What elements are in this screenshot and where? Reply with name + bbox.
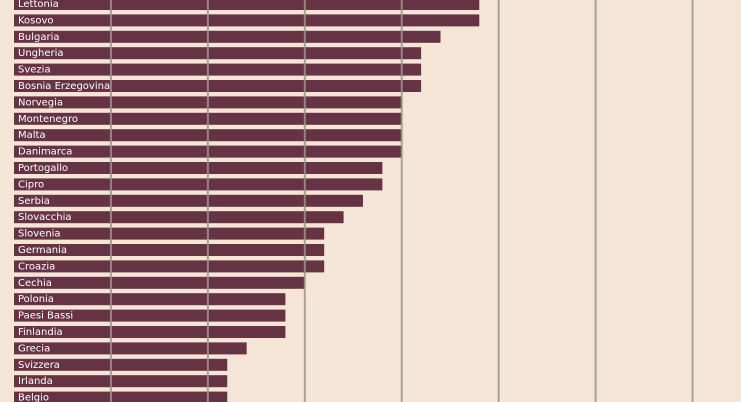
bar-label: Belgio [18, 393, 49, 402]
bar-label: Irlanda [18, 376, 53, 387]
bar-label: Malta [18, 130, 46, 141]
bar-label: Germania [18, 245, 67, 256]
bar-label: Slovacchia [18, 212, 72, 223]
bar [14, 0, 480, 10]
bar [14, 244, 325, 256]
bar-label: Grecia [18, 343, 50, 354]
bar-label: Norvegia [18, 97, 63, 108]
bar [14, 30, 441, 43]
bar [14, 391, 228, 402]
bar [14, 178, 383, 191]
bar [14, 227, 325, 240]
bar [14, 63, 422, 76]
bar [14, 358, 228, 371]
bar [14, 47, 422, 60]
bar [14, 211, 344, 224]
bar-label: Serbia [18, 196, 50, 207]
bar-label: Bosnia Erzegovina [18, 81, 110, 92]
bar [14, 342, 247, 355]
bar-label: Bulgaria [18, 32, 59, 43]
bar-label: Portogallo [18, 163, 68, 174]
bar [14, 276, 305, 289]
bar-label: Slovenia [18, 229, 61, 240]
bar-label: Paesi Bassi [18, 311, 73, 322]
bar [14, 80, 422, 92]
bar [14, 293, 286, 306]
bar-label: Montenegro [18, 114, 78, 125]
bar-label: Svezia [18, 65, 51, 76]
bar [14, 194, 363, 207]
bar [14, 375, 228, 388]
bar [14, 162, 383, 174]
bar [14, 260, 325, 273]
bar-label: Cipro [18, 179, 44, 190]
bar-label: Kosovo [18, 15, 54, 26]
bar [14, 309, 286, 322]
bar-label: Danimarca [18, 147, 72, 158]
bar [14, 14, 480, 27]
bar-label: Finlandia [18, 327, 63, 338]
bar-label: Polonia [18, 294, 54, 305]
bar [14, 326, 286, 338]
bar-label: Svizzera [18, 360, 60, 371]
bar-label: Cechia [18, 278, 52, 289]
bar-label: Croazia [18, 261, 55, 272]
bar-label: Lettonia [18, 0, 59, 10]
bar-label: Ungheria [18, 48, 64, 59]
